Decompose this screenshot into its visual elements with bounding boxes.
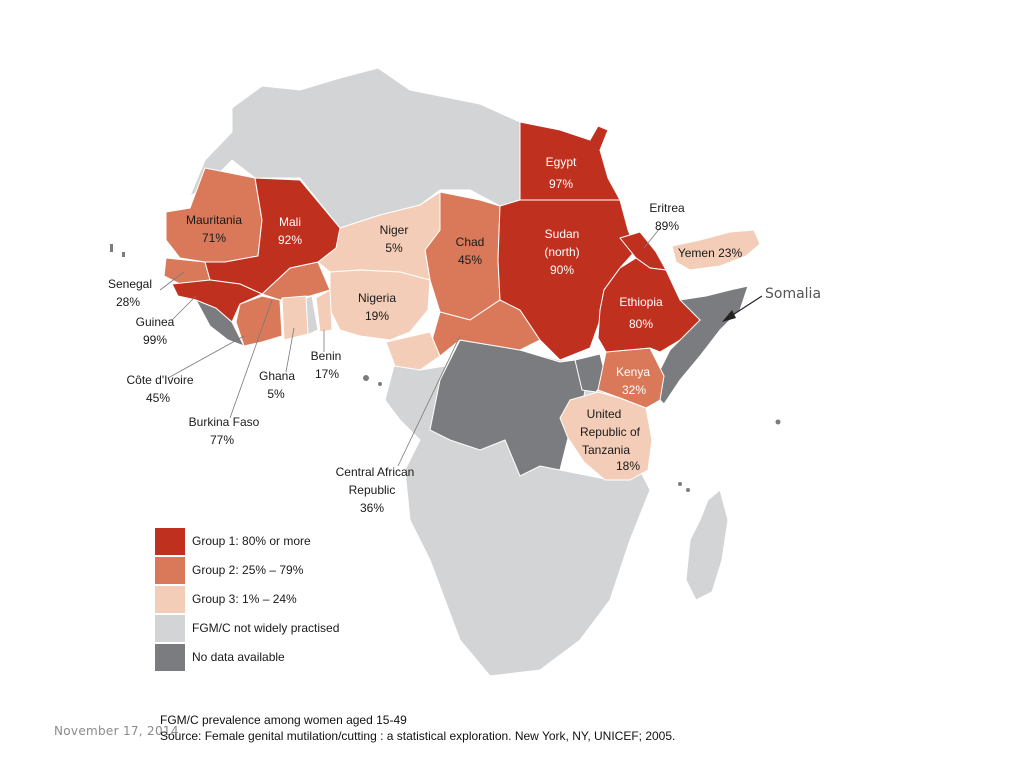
legend-label-not-practised: FGM/C not widely practised bbox=[192, 621, 339, 635]
legend-label-group2: Group 2: 25% – 79% bbox=[192, 563, 304, 577]
label-nigeria: Nigeria bbox=[358, 291, 396, 305]
legend-swatch-group3 bbox=[155, 586, 185, 613]
label-yemen: Yemen 23% bbox=[678, 246, 743, 260]
label-mali-value: 92% bbox=[278, 233, 302, 247]
label-sudan-l2: (north) bbox=[544, 245, 579, 259]
country-labels: Egypt 97% Mauritania 71% Mali 92% Niger … bbox=[108, 155, 821, 515]
caption-title: FGM/C prevalence among women aged 15-49 bbox=[160, 713, 407, 727]
label-guinea: Guinea bbox=[136, 315, 175, 329]
label-tanzania-l3: Tanzania bbox=[582, 443, 630, 457]
label-tanzania-l2: Republic of bbox=[580, 425, 641, 439]
label-ghana-value: 5% bbox=[267, 387, 285, 401]
label-senegal-value: 28% bbox=[116, 295, 140, 309]
country-guinea bbox=[171, 279, 264, 323]
label-niger: Niger bbox=[380, 223, 409, 237]
label-burkina: Burkina Faso bbox=[189, 415, 260, 429]
figure-caption: FGM/C prevalence among women aged 15-49 … bbox=[160, 712, 675, 744]
country-yemen bbox=[671, 229, 761, 271]
legend-swatch-group1 bbox=[155, 528, 185, 555]
label-eritrea: Eritrea bbox=[649, 201, 685, 215]
legend-swatch-no-data bbox=[155, 644, 185, 671]
region-group2 bbox=[163, 167, 665, 409]
label-mauritania: Mauritania bbox=[186, 213, 242, 227]
label-niger-value: 5% bbox=[385, 241, 403, 255]
label-car-value: 36% bbox=[360, 501, 384, 515]
label-ghana: Ghana bbox=[259, 369, 295, 383]
label-chad-value: 45% bbox=[458, 253, 482, 267]
label-benin: Benin bbox=[311, 349, 342, 363]
somalia-arrow bbox=[722, 295, 763, 322]
label-sudan-value: 90% bbox=[550, 263, 574, 277]
label-kenya: Kenya bbox=[616, 365, 650, 379]
label-somalia: Somalia bbox=[765, 286, 821, 302]
label-sudan: Sudan bbox=[545, 227, 580, 241]
label-burkina-value: 77% bbox=[210, 433, 234, 447]
legend: Group 1: 80% or more Group 2: 25% – 79% … bbox=[155, 528, 339, 671]
legend-label-group1: Group 1: 80% or more bbox=[192, 534, 311, 548]
label-cotedivoire: Côte d'Ivoire bbox=[127, 373, 194, 387]
country-nigeria bbox=[329, 269, 431, 341]
label-tanzania-value: 18% bbox=[616, 459, 640, 473]
label-car-l2: Republic bbox=[349, 483, 396, 497]
label-tanzania: United bbox=[587, 407, 622, 421]
legend-label-no-data: No data available bbox=[192, 650, 285, 664]
label-mauritania-value: 71% bbox=[202, 231, 226, 245]
country-tanzania bbox=[559, 391, 653, 481]
label-benin-value: 17% bbox=[315, 367, 339, 381]
islands bbox=[110, 244, 781, 492]
country-cotedivoire bbox=[235, 295, 283, 347]
region-no-data bbox=[194, 285, 749, 477]
region-group1 bbox=[171, 121, 701, 361]
caption-source: Source: Female genital mutilation/cuttin… bbox=[160, 729, 676, 743]
country-senegal bbox=[163, 257, 211, 285]
label-ethiopia: Ethiopia bbox=[619, 295, 663, 309]
legend-swatch-not-practised bbox=[155, 615, 185, 642]
country-ghana bbox=[281, 295, 309, 341]
label-ethiopia-value: 80% bbox=[629, 317, 653, 331]
slide-date: November 17, 2014 bbox=[54, 724, 179, 738]
label-chad: Chad bbox=[456, 235, 485, 249]
label-eritrea-value: 89% bbox=[655, 219, 679, 233]
label-guinea-value: 99% bbox=[143, 333, 167, 347]
label-cotedivoire-value: 45% bbox=[146, 391, 170, 405]
label-nigeria-value: 19% bbox=[365, 309, 389, 323]
label-egypt: Egypt bbox=[546, 155, 577, 169]
country-benin bbox=[315, 289, 333, 333]
label-senegal: Senegal bbox=[108, 277, 152, 291]
label-mali: Mali bbox=[279, 215, 301, 229]
leader-lines bbox=[159, 227, 661, 467]
legend-swatch-group2 bbox=[155, 557, 185, 584]
country-kenya bbox=[597, 347, 665, 409]
country-ethiopia bbox=[597, 257, 701, 353]
label-egypt-value: 97% bbox=[549, 177, 573, 191]
label-car: Central African bbox=[336, 465, 415, 479]
legend-label-group3: Group 3: 1% – 24% bbox=[192, 592, 297, 606]
label-kenya-value: 32% bbox=[622, 383, 646, 397]
